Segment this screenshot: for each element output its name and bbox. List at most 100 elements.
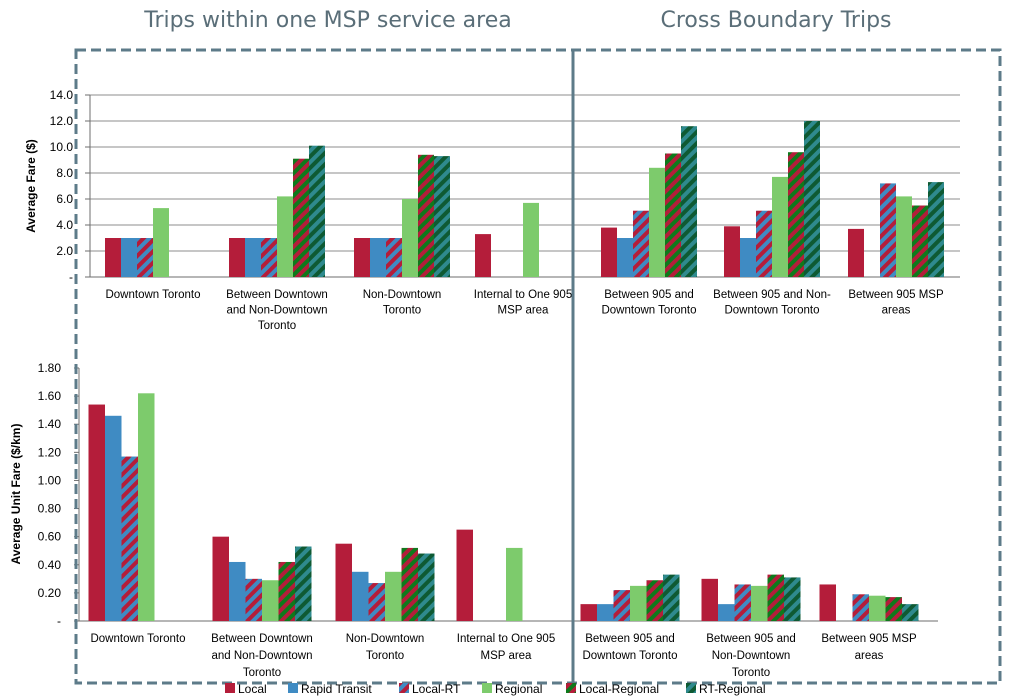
category-label: Downtown Toronto bbox=[601, 305, 696, 317]
category-label: and Non-Downtown bbox=[211, 650, 312, 662]
category-label: Between 905 MSP bbox=[821, 633, 917, 645]
legend-label-local_rt: Local-RT bbox=[412, 682, 461, 696]
y-tick-label: 8.0 bbox=[56, 166, 73, 180]
legend-swatch-local_rt bbox=[399, 683, 409, 693]
category-label: Downtown Toronto bbox=[724, 305, 819, 317]
bar-local-4 bbox=[580, 604, 597, 621]
average-fare-chart: - 2.0 4.0 6.0 8.0 10.0 12.0 14.0 Average Fare ($… bbox=[24, 88, 960, 332]
bar-local_regional-2 bbox=[401, 547, 418, 621]
legend: Local Rapid Transit Local-RT Regional Local-… bbox=[225, 682, 765, 696]
category-label: Toronto bbox=[732, 667, 770, 679]
bar-local-4 bbox=[601, 227, 617, 277]
y-tick-label: - bbox=[57, 614, 61, 628]
bar-rapid_transit-1 bbox=[245, 238, 261, 277]
category-label: Toronto bbox=[366, 650, 404, 662]
bar-local_regional-5 bbox=[767, 574, 784, 621]
bar-regional-5 bbox=[751, 585, 768, 621]
category-label: MSP area bbox=[481, 650, 533, 662]
y-tick-label: 0.60 bbox=[38, 530, 62, 544]
category-label: Non-Downtown bbox=[363, 289, 442, 301]
y-tick-label: 1.60 bbox=[38, 389, 62, 403]
category-label: Between 905 and bbox=[706, 633, 796, 645]
bar-rt_regional-2 bbox=[418, 553, 435, 621]
category-label: Between Downtown bbox=[211, 633, 313, 645]
y-tick-label: 0.80 bbox=[38, 502, 62, 516]
bar-local_regional-4 bbox=[646, 580, 663, 621]
bar-local_rt-5 bbox=[756, 210, 772, 277]
header-left: Trips within one MSP service area bbox=[143, 8, 512, 33]
bar-local_rt-5 bbox=[734, 584, 751, 621]
bar-regional-0 bbox=[153, 208, 169, 277]
category-label: Toronto bbox=[383, 305, 421, 317]
bar-regional-6 bbox=[869, 595, 886, 621]
y-tick-label: 1.40 bbox=[38, 417, 62, 431]
y-tick-label: 12.0 bbox=[50, 114, 74, 128]
y-tick-label: 0.20 bbox=[38, 586, 62, 600]
bar-local_regional-1 bbox=[278, 561, 295, 621]
bar-rapid_transit-5 bbox=[740, 238, 756, 277]
bar-local_rt-6 bbox=[880, 183, 896, 277]
category-label: Non-Downtown bbox=[346, 633, 425, 645]
bar-local-5 bbox=[724, 226, 740, 277]
bar-rt_regional-4 bbox=[663, 574, 680, 621]
category-label: Internal to One 905 bbox=[457, 633, 555, 645]
bar-local_regional-2 bbox=[418, 154, 434, 277]
bar-local_rt-2 bbox=[368, 583, 385, 621]
bar-regional-3 bbox=[506, 547, 523, 621]
category-label: Downtown Toronto bbox=[105, 289, 200, 301]
bar-local_rt-4 bbox=[633, 210, 649, 277]
bar-regional-6 bbox=[896, 196, 912, 277]
legend-swatch-local_regional bbox=[566, 683, 576, 693]
bar-local-5 bbox=[701, 578, 718, 621]
category-label: Downtown Toronto bbox=[90, 633, 185, 645]
bar-local-2 bbox=[354, 238, 370, 277]
bar-local-1 bbox=[212, 536, 229, 621]
legend-swatch-rapid_transit bbox=[288, 683, 298, 693]
bar-local_rt-1 bbox=[261, 238, 277, 277]
bar-rt_regional-5 bbox=[804, 121, 820, 277]
bar-local_regional-1 bbox=[293, 158, 309, 277]
bar-rt_regional-6 bbox=[902, 604, 919, 621]
bar-regional-3 bbox=[523, 202, 539, 277]
category-label: Internal to One 905 bbox=[474, 289, 572, 301]
category-label: areas bbox=[882, 305, 911, 317]
y-axis-label: Average Unit Fare ($/km) bbox=[9, 424, 23, 565]
bar-local_rt-0 bbox=[137, 238, 153, 277]
legend-label-rt_regional: RT-Regional bbox=[699, 682, 765, 696]
bar-regional-2 bbox=[402, 199, 418, 277]
legend-label-rapid_transit: Rapid Transit bbox=[301, 682, 372, 696]
bar-local_rt-1 bbox=[245, 578, 262, 621]
bar-local-6 bbox=[819, 584, 836, 621]
bar-local_rt-2 bbox=[386, 238, 402, 277]
bar-regional-2 bbox=[385, 571, 402, 621]
bar-local-0 bbox=[105, 238, 121, 277]
category-label: Between 905 and bbox=[585, 633, 675, 645]
bar-rapid_transit-2 bbox=[370, 238, 386, 277]
category-label: Toronto bbox=[243, 667, 281, 679]
bar-rt_regional-5 bbox=[784, 577, 801, 621]
category-label: Between Downtown bbox=[226, 289, 328, 301]
bar-regional-4 bbox=[630, 585, 647, 621]
bar-rapid_transit-2 bbox=[352, 571, 369, 621]
y-tick-label: 10.0 bbox=[50, 140, 74, 154]
bar-local_regional-6 bbox=[885, 597, 902, 621]
bar-rapid_transit-1 bbox=[229, 561, 246, 621]
bar-local-3 bbox=[456, 529, 473, 621]
bar-local_regional-4 bbox=[665, 153, 681, 277]
y-tick-label: 1.00 bbox=[38, 473, 62, 487]
average-unit-fare-chart: - 0.20 0.40 0.60 0.80 1.00 1.20 1.40 1.60 1.80 Ave… bbox=[9, 361, 938, 679]
bar-local_regional-5 bbox=[788, 152, 804, 277]
y-tick-label: 0.40 bbox=[38, 558, 62, 572]
bar-rapid_transit-4 bbox=[617, 238, 633, 277]
legend-swatch-local bbox=[225, 683, 235, 693]
legend-swatch-rt_regional bbox=[686, 683, 696, 693]
y-tick-label: 14.0 bbox=[50, 88, 74, 102]
bar-rapid_transit-5 bbox=[718, 604, 735, 621]
category-label: MSP area bbox=[498, 305, 550, 317]
y-tick-label: 1.80 bbox=[38, 361, 62, 375]
bar-local_regional-6 bbox=[912, 205, 928, 277]
dashed-frame bbox=[74, 48, 1002, 685]
bar-local_rt-0 bbox=[121, 456, 138, 621]
y-axis-label: Average Fare ($) bbox=[24, 139, 38, 233]
bar-rt_regional-1 bbox=[309, 145, 325, 277]
